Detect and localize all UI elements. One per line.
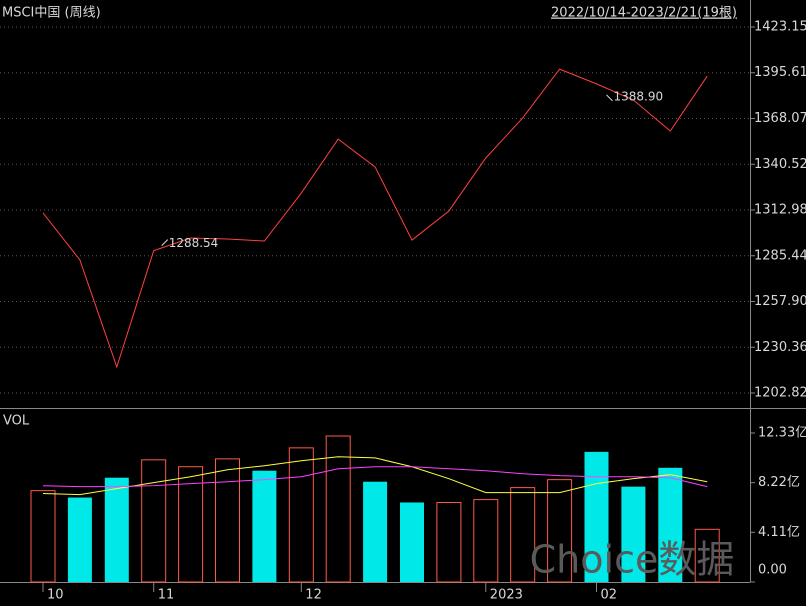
y-tick-label: 1230.36 (754, 340, 806, 355)
y-tick-label: 1340.52 (754, 157, 806, 172)
value-label: 1388.90 (614, 89, 664, 103)
volume-bar (584, 451, 609, 582)
volume-bar (400, 502, 424, 582)
volume-bar (694, 528, 720, 583)
chart-title: MSCI中国 (周线) (2, 6, 101, 21)
volume-bar (325, 435, 351, 583)
y-tick-label: 0.00 (758, 563, 787, 578)
value-label: 1288.54 (169, 236, 219, 250)
volume-title: VOL (3, 414, 30, 429)
y-tick-label: 1423.15 (754, 20, 806, 35)
volume-bar (104, 477, 129, 582)
date-range: 2022/10/14-2023/2/21(19根) (551, 6, 737, 21)
volume-bar (621, 486, 646, 582)
y-tick-label: 1395.61 (754, 65, 806, 80)
volume-bar (436, 501, 462, 583)
volume-bar (547, 479, 573, 583)
volume-bar (363, 481, 388, 582)
annotation-arrow (161, 239, 169, 246)
y-tick-label: 1368.07 (754, 111, 806, 126)
annotation-arrow (606, 94, 613, 102)
moving-average (42, 466, 708, 488)
watermark: Choice数据 (530, 538, 735, 582)
x-tick-label: 12 (305, 588, 322, 603)
y-tick-label: 12.33亿 (758, 426, 806, 441)
x-tick-label: 10 (47, 588, 64, 603)
volume-bar (658, 467, 683, 582)
x-tick-label: 11 (158, 588, 175, 603)
x-tick-label: 2023 (490, 588, 523, 603)
volume-bar (215, 458, 240, 583)
volume-bar (67, 497, 92, 582)
moving-average (42, 456, 708, 496)
volume-bar (252, 470, 277, 582)
y-tick-label: 1312.98 (754, 203, 806, 218)
y-tick-label: 4.11亿 (758, 525, 800, 540)
y-tick-label: 1257.90 (754, 294, 806, 309)
y-tick-label: 1202.82 (754, 386, 806, 401)
volume-bar (510, 487, 536, 583)
volume-bar (178, 466, 204, 583)
y-tick-label: 8.22亿 (758, 475, 800, 490)
y-tick-label: 1285.44 (754, 248, 806, 263)
price-line (42, 68, 708, 369)
x-tick-label: 02 (601, 588, 618, 603)
